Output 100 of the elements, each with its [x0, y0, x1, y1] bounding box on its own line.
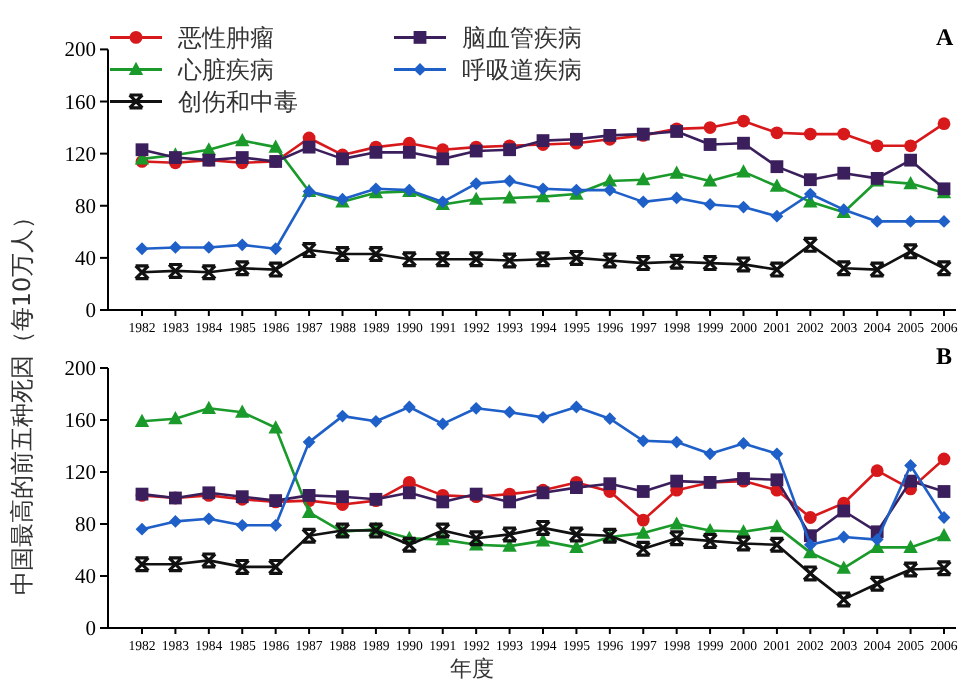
point [536, 411, 550, 424]
y-tick-label: 40 [75, 567, 96, 589]
point [501, 526, 518, 543]
point [169, 515, 182, 528]
point [770, 126, 784, 140]
point [135, 242, 149, 256]
point [201, 400, 217, 414]
point [269, 518, 283, 532]
point [568, 526, 585, 543]
point [469, 401, 483, 415]
point [869, 261, 886, 278]
point [870, 215, 884, 228]
point [234, 260, 251, 277]
y-tick-label: 80 [75, 515, 96, 537]
point [503, 495, 516, 509]
legend-label: 脑血管疾病 [462, 24, 582, 53]
point [904, 215, 917, 228]
y-tick-label: 40 [75, 248, 96, 271]
point [902, 561, 919, 578]
point [702, 255, 719, 272]
point [134, 413, 150, 427]
point [870, 464, 884, 478]
point [468, 251, 485, 268]
point [302, 140, 316, 154]
y-axis-title: 中国最高的前五种死因（每10万人） [8, 204, 36, 596]
point [769, 519, 785, 533]
annotation: B [936, 342, 953, 370]
point [903, 539, 918, 553]
point [636, 434, 650, 448]
point [669, 165, 684, 179]
point [367, 245, 384, 262]
point [736, 164, 751, 178]
y-tick-label: 120 [64, 144, 96, 167]
y-tick-label: 160 [64, 411, 96, 433]
point [802, 236, 819, 253]
point [735, 256, 752, 273]
point [502, 190, 517, 204]
point [167, 556, 184, 573]
point [937, 452, 951, 466]
point [837, 530, 851, 544]
y-tick-label: 0 [85, 301, 96, 323]
point [668, 530, 685, 547]
point [668, 253, 685, 270]
point [436, 152, 450, 166]
point [234, 558, 251, 575]
point [301, 242, 318, 259]
point [503, 405, 516, 419]
point [135, 522, 149, 536]
point [436, 495, 450, 509]
point [636, 172, 651, 186]
point [134, 556, 150, 573]
point [768, 536, 785, 553]
point [870, 533, 884, 546]
point [468, 191, 484, 205]
point [770, 209, 784, 223]
legend-label: 呼吸道疾病 [462, 56, 582, 85]
point [904, 139, 917, 153]
point [536, 182, 550, 196]
point [670, 191, 684, 205]
point [835, 591, 852, 608]
point [903, 176, 918, 190]
point [768, 261, 785, 278]
point [200, 264, 217, 281]
point [468, 530, 485, 547]
point [235, 404, 250, 418]
y-tick-label: 160 [64, 92, 96, 115]
point [200, 552, 217, 569]
point [936, 260, 952, 277]
point [803, 173, 817, 187]
point [936, 528, 952, 542]
point [568, 249, 585, 266]
point [134, 264, 150, 281]
point [770, 473, 784, 487]
point [369, 145, 383, 159]
point [235, 238, 249, 252]
point [235, 518, 249, 532]
point [636, 525, 651, 539]
point [770, 160, 784, 174]
point [937, 117, 951, 131]
y-tick-label: 80 [75, 196, 96, 219]
point [401, 251, 418, 268]
point [301, 527, 318, 544]
point [268, 139, 283, 153]
point [635, 540, 652, 557]
point [434, 522, 451, 539]
point [402, 145, 416, 159]
y-tick-label: 120 [64, 463, 96, 485]
legend-label: 恶性肿瘤 [176, 24, 274, 53]
point [302, 435, 316, 449]
point [636, 513, 650, 527]
y-tick-label: 0 [85, 619, 96, 641]
x-axis-title: 年度 [450, 656, 494, 682]
point [434, 251, 451, 268]
point [670, 435, 684, 449]
point [334, 245, 351, 262]
point [502, 538, 517, 552]
point [336, 490, 349, 504]
point [803, 538, 817, 552]
point [703, 198, 717, 211]
point [770, 447, 784, 461]
